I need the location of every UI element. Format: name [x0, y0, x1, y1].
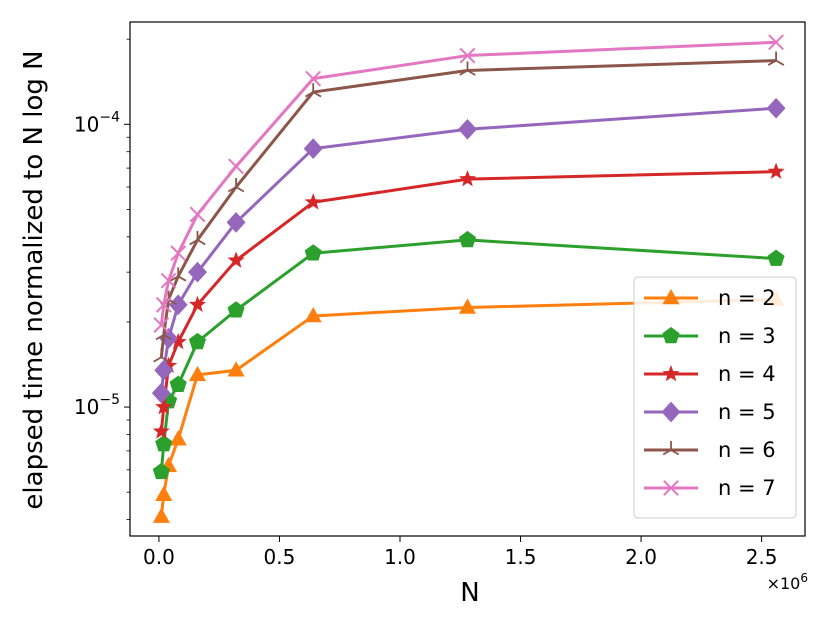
- data-point: [169, 267, 187, 282]
- data-point: [227, 361, 245, 377]
- data-point: [663, 480, 679, 496]
- y-tick-label: 10−5: [74, 392, 120, 419]
- data-point: [766, 97, 786, 119]
- data-point: [662, 441, 680, 456]
- data-point: [152, 422, 170, 439]
- data-point: [154, 359, 174, 381]
- data-point: [188, 261, 207, 283]
- legend-entry: n = 4: [644, 362, 776, 386]
- data-point: [767, 51, 785, 66]
- data-point: [170, 245, 187, 262]
- data-point: [155, 485, 173, 501]
- y-tick-label-base: 10: [74, 395, 99, 419]
- x-axis-label: N: [460, 578, 479, 608]
- x-tick-label: 1.0: [384, 545, 416, 569]
- data-point: [227, 178, 245, 193]
- data-point: [169, 375, 187, 392]
- legend-label: n = 6: [718, 438, 776, 462]
- data-point: [152, 507, 170, 523]
- data-point: [458, 298, 477, 314]
- data-point: [155, 435, 173, 452]
- y-tick-label-base: 10: [74, 112, 99, 136]
- legend: n = 2 n = 3 n = 4 n = 5 n = 6 n = 7: [633, 276, 797, 519]
- data-point: [227, 301, 245, 318]
- y-axis: 10−510−4: [74, 38, 130, 521]
- data-point: [662, 365, 680, 382]
- y-tick-label: 10−4: [74, 109, 120, 136]
- data-point: [228, 158, 244, 175]
- y-axis-label: elapsed time normalized to N log N: [19, 50, 49, 509]
- data-point: [304, 306, 322, 323]
- data-point: [188, 295, 207, 313]
- data-point: [160, 272, 177, 289]
- data-point: [188, 365, 207, 382]
- data-point: [153, 348, 170, 363]
- legend-label: n = 4: [718, 362, 776, 386]
- data-point: [227, 251, 245, 268]
- series-layer: [151, 34, 786, 523]
- legend-entry: n = 3: [644, 324, 776, 348]
- x-axis-multiplier: ×106: [767, 571, 808, 593]
- data-point: [458, 170, 477, 187]
- plot-area-frame: [129, 21, 806, 537]
- x-axis-multiplier-exponent: 6: [800, 571, 808, 585]
- legend-entry: n = 6: [644, 438, 776, 462]
- data-point: [458, 230, 477, 248]
- series-6: [153, 34, 784, 333]
- x-axis: 0.0 0.5 1.0 1.5 2.0 2.5: [143, 536, 778, 569]
- data-point: [152, 462, 170, 480]
- data-point: [305, 70, 322, 87]
- data-point: [169, 332, 187, 350]
- data-point: [459, 61, 476, 76]
- data-point: [304, 83, 322, 98]
- data-point: [155, 296, 172, 313]
- data-point: [767, 249, 785, 266]
- data-point: [189, 206, 206, 223]
- data-point: [169, 430, 187, 446]
- legend-label: n = 7: [718, 476, 776, 500]
- series-5: [153, 51, 785, 363]
- data-point: [226, 212, 246, 233]
- data-point: [155, 398, 173, 415]
- data-point: [189, 230, 206, 246]
- legend-label: n = 5: [718, 400, 776, 424]
- x-tick-label: 2.0: [625, 545, 657, 569]
- data-point: [662, 289, 680, 305]
- x-tick-label: 2.5: [746, 545, 778, 569]
- data-point: [458, 118, 477, 140]
- legend-entry: n = 5: [644, 400, 776, 424]
- legend-entry: n = 2: [644, 286, 776, 310]
- data-point: [767, 162, 785, 179]
- data-point: [304, 193, 322, 210]
- data-point: [153, 317, 170, 333]
- y-tick-label-exponent: −4: [99, 109, 120, 125]
- data-point: [188, 332, 207, 350]
- data-point: [661, 401, 681, 423]
- data-point: [160, 356, 178, 374]
- y-tick-label-exponent: −5: [99, 392, 120, 408]
- data-point: [304, 244, 322, 261]
- data-point: [168, 294, 188, 316]
- x-tick-label: 0.5: [264, 545, 296, 569]
- legend-label: n = 2: [718, 286, 776, 310]
- x-axis-multiplier-base: ×10: [767, 574, 801, 593]
- data-point: [459, 47, 476, 64]
- legend-label: n = 3: [718, 324, 776, 348]
- data-point: [303, 138, 323, 160]
- x-tick-label: 0.0: [143, 545, 175, 569]
- data-point: [662, 327, 680, 344]
- data-point: [151, 382, 171, 404]
- legend-entry: n = 7: [644, 476, 776, 500]
- x-tick-label: 1.5: [505, 545, 537, 569]
- data-point: [768, 34, 784, 51]
